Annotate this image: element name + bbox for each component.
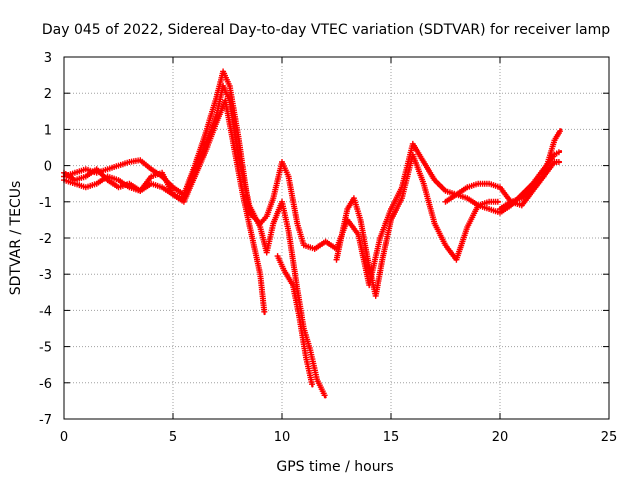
x-tick-label: 20 (492, 430, 509, 445)
series-1 (61, 83, 328, 399)
x-tick-labels: 0 5 10 15 20 25 (60, 430, 617, 445)
y-tick-label: -3 (39, 268, 52, 283)
y-tick-labels: 3 2 1 0 -1 -2 -3 -4 -5 -6 -7 (39, 51, 52, 428)
data-point (321, 392, 328, 399)
y-tick-label: 0 (44, 160, 52, 175)
series-3 (274, 253, 315, 388)
y-tick-label: -4 (39, 304, 52, 319)
series-6 (497, 128, 563, 212)
tick-marks (63, 56, 610, 420)
x-axis-label: GPS time / hours (276, 459, 393, 475)
x-tick-label: 0 (60, 430, 68, 445)
y-tick-label: 1 (44, 123, 52, 138)
series-2 (61, 97, 268, 316)
chart-title: Day 045 of 2022, Sidereal Day-to-day VTE… (42, 22, 610, 38)
y-tick-label: 3 (44, 51, 52, 66)
series-line (62, 70, 563, 287)
y-tick-label: 2 (44, 87, 52, 102)
data-point (556, 128, 563, 135)
x-tick-label: 10 (274, 430, 291, 445)
y-axis-label: SDTVAR / TECUs (8, 181, 24, 296)
x-tick-label: 15 (383, 430, 400, 445)
y-tick-label: -6 (39, 377, 52, 392)
data-point (309, 381, 315, 388)
data-point (494, 198, 501, 205)
x-tick-label: 25 (601, 430, 618, 445)
series-0 (61, 68, 563, 289)
series-line (62, 84, 327, 399)
y-tick-label: -1 (39, 196, 52, 211)
data-point (555, 159, 562, 165)
y-tick-label: -2 (39, 232, 52, 247)
series-4 (333, 151, 502, 299)
series-layer (61, 68, 563, 399)
y-tick-label: -7 (39, 413, 52, 428)
data-point (555, 149, 562, 156)
data-point (261, 308, 268, 315)
x-tick-label: 5 (169, 430, 177, 445)
y-tick-label: -5 (39, 341, 52, 356)
grid-lines (64, 57, 609, 419)
